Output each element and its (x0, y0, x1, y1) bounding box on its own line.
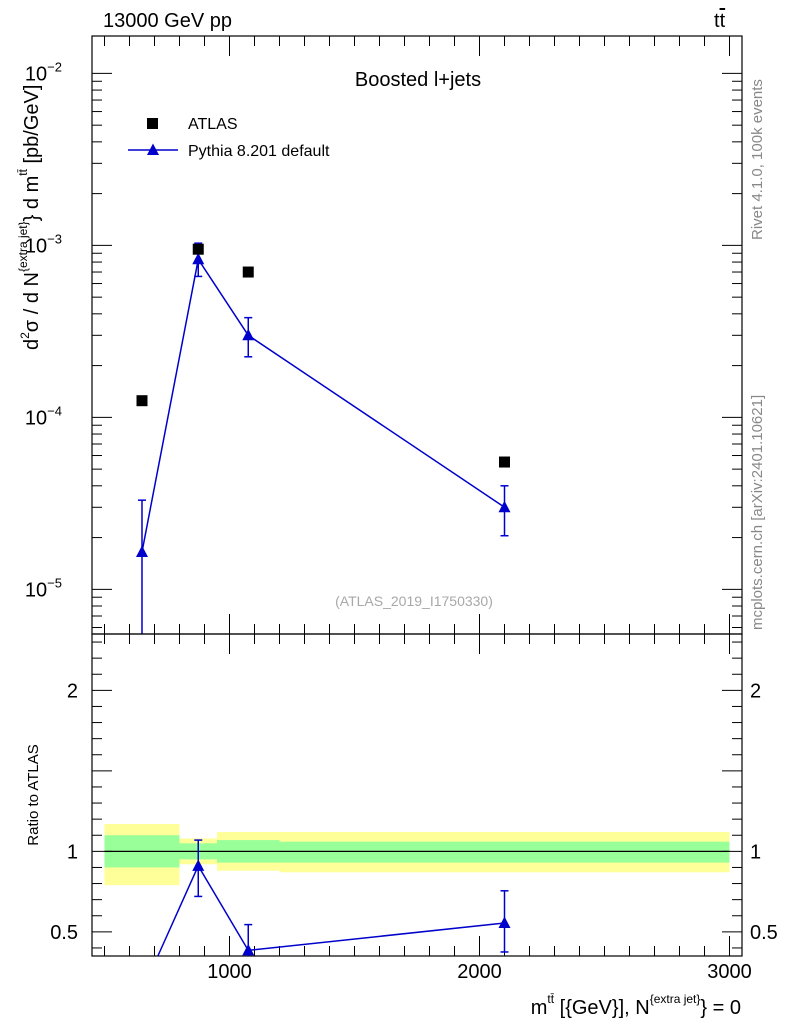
ratio-x-ticks: 1000 2000 3000 (104, 634, 752, 983)
y-tick-label: 10−4 (25, 403, 62, 429)
header-energy-label: 13000 GeV pp (103, 10, 232, 32)
pythia-point (498, 500, 511, 513)
ratio-panel-frame (91, 633, 743, 957)
plot-title: Boosted l+jets (355, 69, 481, 91)
ratio-y-tick-label: 2 (67, 680, 78, 702)
pythia-point (136, 545, 148, 557)
ratio-series (157, 839, 511, 957)
y-tick-label: 10−2 (25, 59, 62, 85)
pythia-point (242, 328, 255, 341)
analysis-watermark: (ATLAS_2019_I1750330) (335, 593, 493, 609)
legend-atlas-marker (147, 118, 158, 129)
ratio-panel: 0.5 0.5 1 1 2 2 1000 2000 3000 Ratio to ATLAS m… (25, 633, 778, 1019)
main-series (136, 242, 511, 634)
atlas-point (242, 266, 254, 278)
y-tick-label: 10−5 (25, 575, 62, 601)
atlas-point (499, 456, 510, 468)
x-tick-label: 2000 (457, 961, 502, 983)
ratio-point (498, 916, 511, 928)
legend-pythia-marker (147, 143, 159, 155)
side-label-rivet: Rivet 4.1.0, 100k events (749, 79, 766, 240)
ratio-point (242, 943, 255, 956)
stat-uncertainty-band (279, 841, 730, 863)
y-tick-label: 10−3 (25, 231, 62, 257)
header-process-label: tt (714, 10, 726, 32)
ratio-y-tick-label: 0.5 (50, 922, 78, 944)
legend: ATLAS Pythia 8.201 default (128, 116, 330, 160)
x-axis-label: mtt̄ [{GeV}], N{extra jet}} = 0 (531, 992, 741, 1019)
side-label-mcplots: mcplots.cern.ch [arXiv:2401.10621] (749, 395, 766, 630)
ratio-y-ticks: 0.5 0.5 1 1 2 2 (50, 641, 778, 949)
ratio-y-tick-label: 1 (67, 841, 78, 863)
legend-pythia-label: Pythia 8.201 default (188, 143, 330, 160)
ratio-y-tick-label-right: 0.5 (750, 922, 778, 944)
atlas-point (192, 243, 204, 255)
main-x-ticks (104, 36, 730, 634)
x-tick-label: 1000 (207, 961, 252, 983)
ratio-point (192, 859, 205, 871)
ratio-y-tick-label-right: 2 (750, 680, 761, 702)
main-panel: 10−5 10−4 10−3 10−2 Boosted l+jets (ATLAS_2… (16, 35, 743, 635)
ratio-line (157, 864, 505, 957)
legend-atlas-label: ATLAS (188, 116, 238, 133)
main-y-axis-label: d2σ / d N{extra jet}} d mtt̄ [pb/GeV] (16, 85, 43, 350)
atlas-point (136, 395, 148, 407)
ratio-y-axis-label: Ratio to ATLAS (25, 744, 42, 845)
pythia-point (192, 252, 205, 265)
x-tick-label: 3000 (707, 961, 752, 983)
ratio-y-tick-label-right: 1 (750, 841, 761, 863)
main-y-ticks: 10−5 10−4 10−3 10−2 (25, 59, 742, 629)
pythia-line (141, 257, 505, 553)
